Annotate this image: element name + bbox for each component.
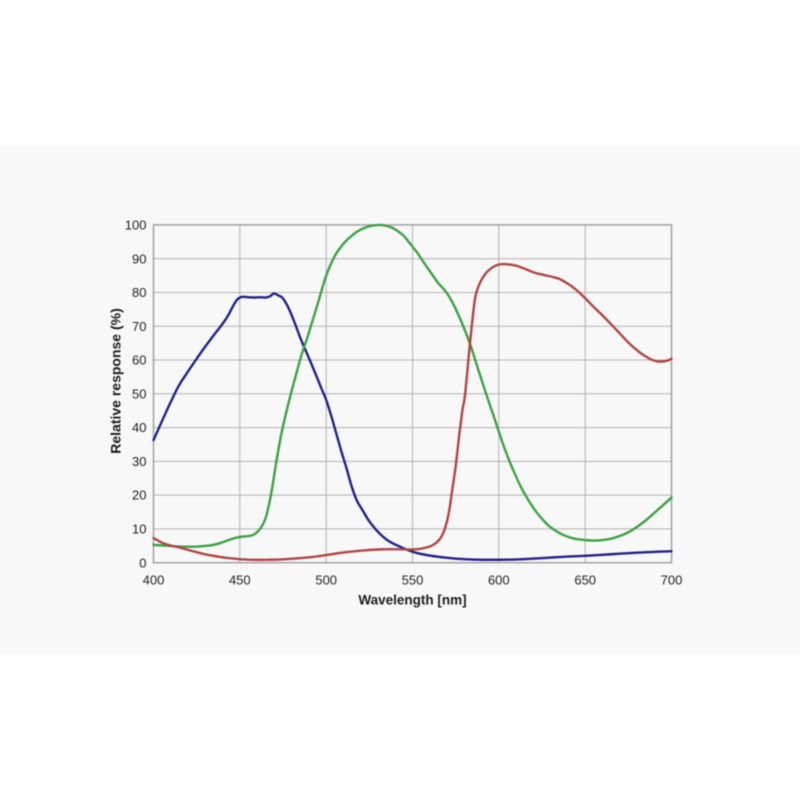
- svg-text:550: 550: [402, 573, 424, 588]
- svg-text:60: 60: [132, 353, 146, 368]
- svg-text:50: 50: [132, 386, 146, 401]
- svg-text:70: 70: [132, 319, 146, 334]
- svg-text:Wavelength [nm]: Wavelength [nm]: [358, 593, 466, 608]
- svg-text:400: 400: [143, 573, 165, 588]
- svg-text:650: 650: [574, 573, 596, 588]
- svg-text:450: 450: [229, 573, 251, 588]
- svg-text:0: 0: [139, 555, 146, 570]
- svg-text:10: 10: [132, 522, 146, 537]
- svg-text:20: 20: [132, 488, 146, 503]
- svg-text:80: 80: [132, 285, 146, 300]
- svg-text:40: 40: [132, 420, 146, 435]
- svg-text:700: 700: [661, 573, 683, 588]
- svg-text:100: 100: [125, 218, 147, 233]
- svg-text:Relative response (%): Relative response (%): [108, 308, 124, 454]
- svg-text:600: 600: [488, 573, 510, 588]
- svg-text:500: 500: [315, 573, 337, 588]
- svg-text:90: 90: [132, 251, 146, 266]
- svg-text:30: 30: [132, 454, 146, 469]
